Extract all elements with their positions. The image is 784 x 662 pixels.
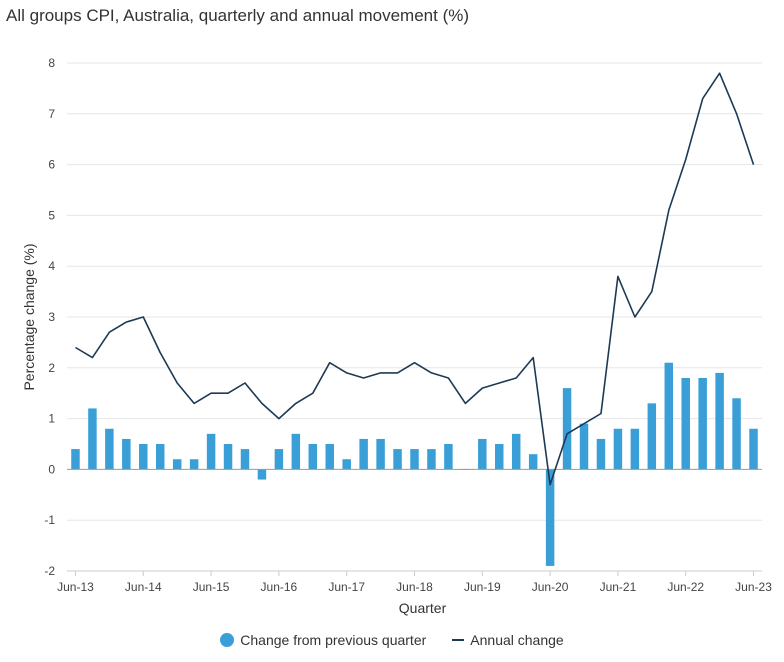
bar [155, 444, 165, 470]
bar [308, 444, 318, 470]
x-tick-label: Jun-16 [261, 580, 298, 594]
legend-item-annual[interactable]: Annual change [452, 632, 564, 648]
y-tick-label: 8 [48, 56, 55, 70]
annual-change-line [75, 72, 755, 486]
bar [749, 428, 758, 470]
bar [715, 372, 724, 470]
x-tick-label: Jun-15 [193, 580, 230, 594]
bar [172, 459, 182, 470]
legend-bar-label: Change from previous quarter [240, 632, 427, 648]
bar [545, 469, 555, 566]
bar [698, 377, 707, 470]
bar [478, 438, 487, 470]
y-tick-label: -1 [44, 513, 55, 527]
y-tick-label: 7 [48, 107, 55, 121]
bar [325, 444, 334, 470]
bar [71, 449, 80, 470]
bar [579, 423, 589, 470]
bar [240, 449, 250, 470]
chart-title: All groups CPI, Australia, quarterly and… [6, 6, 470, 25]
bar [393, 449, 402, 470]
bar [630, 428, 640, 470]
x-tick-label: Jun-18 [396, 580, 433, 594]
y-tick-label: 4 [48, 259, 55, 273]
bar [562, 388, 572, 470]
y-tick-label: 2 [48, 361, 55, 375]
y-tick-label: 0 [48, 462, 55, 476]
x-tick-label: Jun-21 [600, 580, 637, 594]
bar [444, 444, 453, 470]
x-axis-title: Quarter [399, 600, 447, 616]
bar [291, 433, 301, 470]
bar [596, 438, 606, 470]
bar [376, 438, 385, 470]
bar [88, 408, 97, 470]
legend-bar-swatch [220, 633, 235, 647]
bar [427, 449, 436, 470]
bar [681, 377, 690, 470]
legend: Change from previous quarter Annual chan… [0, 632, 784, 648]
bar [206, 433, 216, 470]
y-tick-label: 6 [48, 158, 55, 172]
bar [359, 438, 368, 470]
bar [664, 362, 674, 470]
bar [732, 398, 741, 470]
legend-line-swatch [452, 639, 465, 641]
x-tick-label: Jun-20 [532, 580, 569, 594]
bar [223, 444, 233, 470]
bar [139, 444, 148, 470]
y-tick-label: 3 [48, 310, 55, 324]
legend-item-quarterly[interactable]: Change from previous quarter [220, 632, 426, 648]
bar [342, 459, 351, 470]
x-tick-label: Jun-17 [328, 580, 365, 594]
bar [613, 428, 623, 470]
bar [105, 428, 114, 470]
bar [495, 444, 504, 470]
bar [528, 454, 538, 470]
bar [122, 438, 131, 470]
y-tick-label: 1 [48, 412, 55, 426]
y-tick-label: 5 [48, 208, 55, 222]
bar [274, 449, 284, 470]
x-tick-label: Jun-13 [57, 580, 94, 594]
x-tick-label: Jun-22 [667, 580, 704, 594]
y-axis-title: Percentage change (%) [21, 243, 37, 390]
chart-svg: -2 -1 0 1 2 3 4 5 6 7 8 Jun-13 Jun-14 Jun-15 Jun-16 Jun… [21, 56, 772, 616]
bar [189, 459, 199, 470]
bar [410, 449, 419, 470]
y-tick-label: -2 [44, 564, 55, 578]
bar [647, 403, 657, 470]
bar [257, 469, 267, 480]
bar [511, 433, 521, 470]
legend-line-label: Annual change [470, 632, 564, 648]
x-tick-label: Jun-14 [125, 580, 162, 594]
x-tick-label: Jun-23 [735, 580, 772, 594]
x-tick-label: Jun-19 [464, 580, 501, 594]
